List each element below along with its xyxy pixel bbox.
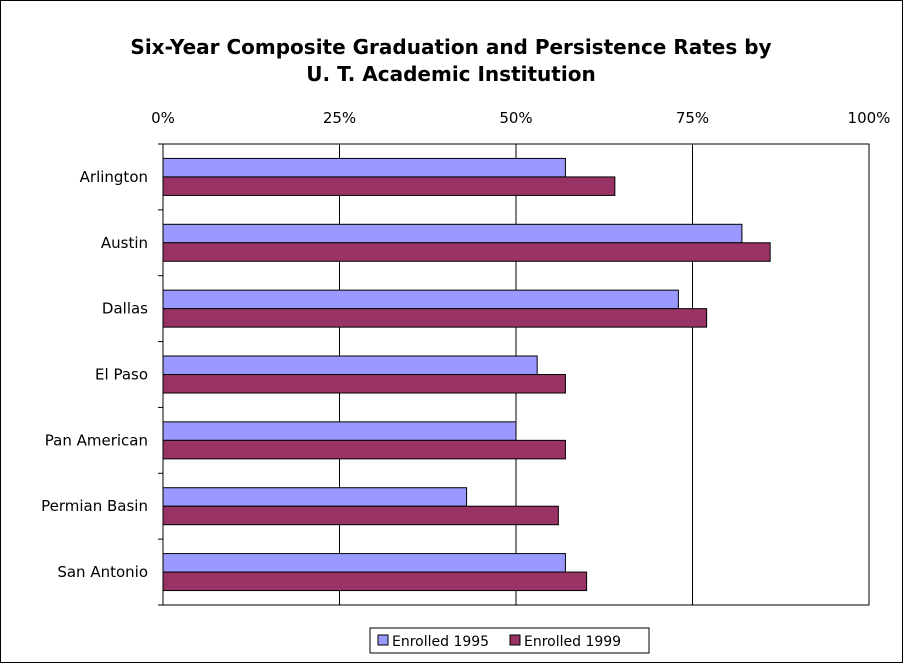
- bar-enrolled-1995-permian-basin: [162, 487, 468, 507]
- bar-enrolled-1995-arlington: [162, 157, 566, 178]
- bar-enrolled-1995-austin: [162, 223, 743, 244]
- category-label-1: Austin: [101, 234, 148, 252]
- bar-enrolled-1999-arlington: [162, 176, 616, 196]
- legend-label-enrolled-1999: Enrolled 1999: [524, 634, 621, 650]
- bar-enrolled-1995-el-paso: [162, 355, 538, 375]
- category-label-0: Arlington: [80, 168, 148, 186]
- bar-enrolled-1999-el-paso: [162, 374, 566, 394]
- plot-area: 0% 25% 50% 75% 100% Arlington Austin Dallas El P…: [41, 109, 891, 606]
- bar-enrolled-1999-dallas: [162, 308, 708, 328]
- bar-enrolled-1999-pan-american: [162, 439, 566, 460]
- category-label-2: Dallas: [102, 300, 148, 318]
- x-tick-label-4: 100%: [848, 109, 891, 127]
- bar-enrolled-1999-austin: [162, 242, 771, 262]
- x-tick-label-0: 0%: [151, 109, 175, 127]
- bar-enrolled-1999-permian-basin: [162, 505, 559, 526]
- x-tick-label-1: 25%: [323, 109, 356, 127]
- category-label-4: Pan American: [45, 431, 148, 449]
- category-label-3: El Paso: [95, 366, 148, 384]
- category-label-6: San Antonio: [57, 563, 148, 581]
- bar-enrolled-1995-dallas: [162, 289, 679, 310]
- legend-swatch-enrolled-1999: [509, 634, 521, 646]
- x-tick-label-2: 50%: [499, 109, 532, 127]
- category-label-5: Permian Basin: [41, 497, 148, 515]
- chart-title-line-2: U. T. Academic Institution: [306, 62, 595, 86]
- x-tick-label-3: 75%: [676, 109, 709, 127]
- legend: Enrolled 1995 Enrolled 1999: [369, 627, 650, 654]
- legend-label-enrolled-1995: Enrolled 1995: [392, 634, 489, 650]
- chart-title-line-1: Six-Year Composite Graduation and Persis…: [130, 35, 771, 59]
- bar-enrolled-1995-san-antonio: [162, 553, 566, 573]
- bar-enrolled-1999-san-antonio: [162, 571, 588, 592]
- bar-enrolled-1995-pan-american: [162, 421, 517, 441]
- legend-swatch-enrolled-1995: [377, 634, 389, 646]
